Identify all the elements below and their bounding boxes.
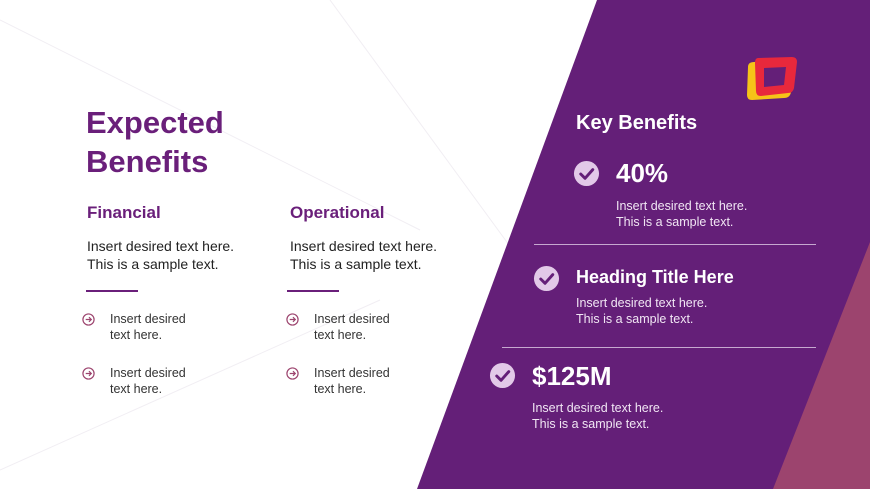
column-divider-financial: [86, 290, 138, 292]
benefit-divider: [502, 347, 816, 348]
benefit-text: Insert desired text here. This is a samp…: [616, 199, 748, 229]
bullet-text: Insert desired text here.: [314, 366, 390, 396]
benefit-text: Insert desired text here. This is a samp…: [532, 401, 664, 431]
benefit-heading: $125M: [532, 361, 612, 391]
brand-logo-icon: [747, 57, 797, 100]
circle-arrow-right-icon: [286, 367, 299, 380]
benefit-text: Insert desired text here. This is a samp…: [576, 296, 708, 326]
check-circle-icon: [533, 265, 560, 292]
check-circle-icon: [573, 160, 600, 187]
column-heading-operational: Operational: [290, 203, 385, 222]
circle-arrow-right-icon: [82, 313, 95, 326]
column-text-financial: Insert desired text here. This is a samp…: [87, 238, 235, 272]
column-text-operational: Insert desired text here. This is a samp…: [290, 238, 438, 272]
benefit-heading: Heading Title Here: [576, 267, 734, 287]
circle-arrow-right-icon: [82, 367, 95, 380]
bullet-text: Insert desired text here.: [314, 312, 390, 342]
bullet-text: Insert desired text here.: [110, 312, 186, 342]
slide-title: Expected Benefits: [86, 105, 224, 179]
bullet-text: Insert desired text here.: [110, 366, 186, 396]
accent-corner: [773, 242, 870, 489]
column-divider-operational: [287, 290, 339, 292]
key-benefits-title: Key Benefits: [576, 112, 698, 134]
benefit-heading: 40%: [616, 158, 669, 188]
benefit-divider: [534, 244, 816, 245]
circle-arrow-right-icon: [286, 313, 299, 326]
column-heading-financial: Financial: [87, 203, 161, 222]
check-circle-icon: [489, 362, 516, 389]
